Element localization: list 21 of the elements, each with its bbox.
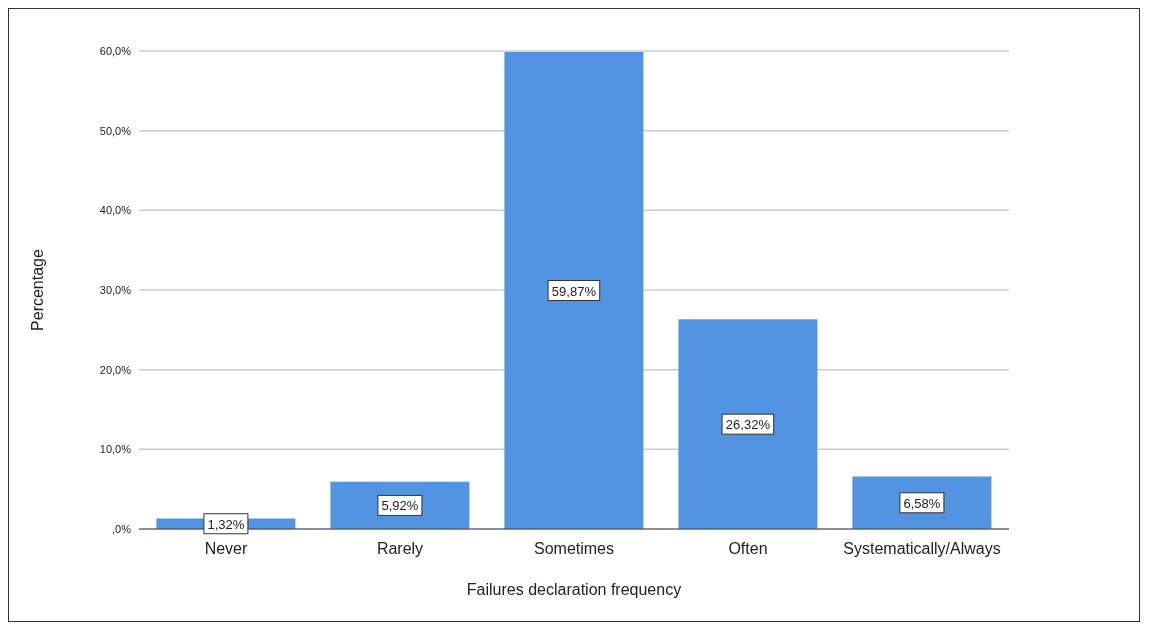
y-tick-label: 20,0%	[99, 363, 132, 376]
y-tick-label: 40,0%	[99, 204, 132, 217]
data-label: 5,92%	[381, 498, 419, 514]
y-tick-label: 60,0%	[99, 44, 132, 57]
x-tick-label: Rarely	[376, 540, 424, 558]
x-tick-label: Often	[728, 540, 768, 558]
y-tick-label: 50,0%	[99, 124, 132, 137]
y-tick-label: 30,0%	[99, 283, 132, 296]
data-label: 1,32%	[207, 516, 245, 532]
bar	[504, 52, 644, 529]
bar	[678, 319, 818, 529]
data-label: 59,87%	[551, 283, 597, 299]
y-axis-title: Percentage	[28, 248, 46, 331]
data-label: 26,32%	[725, 417, 771, 433]
y-tick-label: ,0%	[112, 522, 132, 535]
y-tick-label: 10,0%	[99, 443, 132, 456]
x-axis-title: Failures declaration frequency	[466, 581, 682, 598]
x-tick-label: Never	[204, 540, 249, 558]
data-label: 6,58%	[903, 495, 941, 511]
x-tick-label: Sometimes	[533, 540, 615, 558]
x-tick-label: Systematically/Always	[843, 540, 1001, 558]
